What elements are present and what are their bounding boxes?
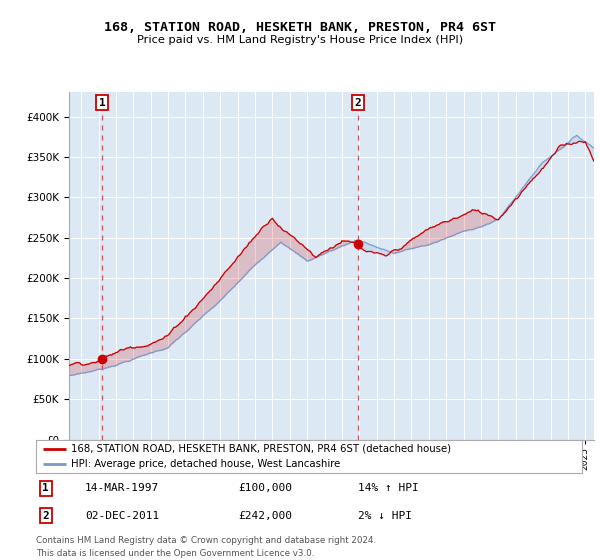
Text: 02-DEC-2011: 02-DEC-2011 [85, 511, 160, 521]
Text: 1: 1 [98, 97, 106, 108]
Text: Contains HM Land Registry data © Crown copyright and database right 2024.
This d: Contains HM Land Registry data © Crown c… [36, 536, 376, 558]
Text: 2% ↓ HPI: 2% ↓ HPI [358, 511, 412, 521]
Text: £100,000: £100,000 [238, 483, 292, 493]
Text: 1: 1 [43, 483, 49, 493]
Text: 2: 2 [355, 97, 361, 108]
Text: HPI: Average price, detached house, West Lancashire: HPI: Average price, detached house, West… [71, 459, 341, 469]
Text: 168, STATION ROAD, HESKETH BANK, PRESTON, PR4 6ST: 168, STATION ROAD, HESKETH BANK, PRESTON… [104, 21, 496, 34]
Text: 14-MAR-1997: 14-MAR-1997 [85, 483, 160, 493]
Text: 168, STATION ROAD, HESKETH BANK, PRESTON, PR4 6ST (detached house): 168, STATION ROAD, HESKETH BANK, PRESTON… [71, 444, 452, 454]
Text: Price paid vs. HM Land Registry's House Price Index (HPI): Price paid vs. HM Land Registry's House … [137, 35, 463, 45]
Text: 2: 2 [43, 511, 49, 521]
Text: 14% ↑ HPI: 14% ↑ HPI [358, 483, 419, 493]
Text: £242,000: £242,000 [238, 511, 292, 521]
